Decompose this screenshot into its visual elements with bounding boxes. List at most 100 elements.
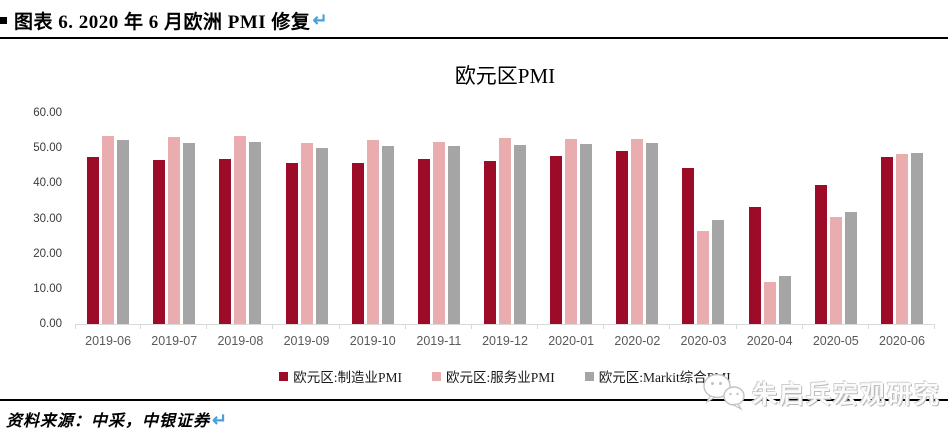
x-tick-label: 2019-09 (283, 334, 330, 348)
bar-group (141, 113, 208, 329)
list-bullet-icon (0, 16, 7, 24)
bar (234, 135, 247, 324)
y-tick-label: 40.00 (33, 177, 62, 190)
x-tick-label: 2020-02 (614, 334, 661, 348)
source-note: 资料来源：中采，中银证券 ↵ (6, 407, 228, 431)
bar-groups (75, 113, 936, 329)
bar (351, 162, 364, 324)
axis-tick (603, 324, 605, 329)
x-tick-label: 2020-01 (548, 334, 595, 348)
bar-group (737, 113, 803, 329)
axis-tick (801, 324, 803, 329)
bar-group (538, 113, 605, 329)
bar-group (670, 113, 737, 329)
bar (315, 147, 328, 324)
bar-group (340, 113, 406, 329)
legend-label: 欧元区:制造业PMI (293, 370, 402, 385)
figure-caption-text: 图表 6. 2020 年 6 月欧洲 PMI 修复 (14, 11, 311, 33)
y-tick-label: 60.00 (33, 107, 62, 119)
legend-item: 欧元区:制造业PMI (279, 366, 402, 386)
axis-tick (669, 324, 671, 329)
y-axis: 0.00 10.00 20.00 30.00 40.00 50.00 60.00 (0, 107, 66, 330)
bar (499, 138, 512, 324)
bar (778, 276, 791, 324)
bar-group (207, 113, 274, 329)
bar (117, 140, 130, 324)
bar (631, 139, 644, 324)
top-divider (0, 37, 948, 39)
bar-group (803, 113, 869, 329)
bar (432, 141, 445, 324)
bar (417, 159, 430, 324)
legend-label: 欧元区:服务业PMI (445, 370, 555, 385)
legend-marker-icon (584, 371, 594, 381)
figure-caption: 图表 6. 2020 年 6 月欧洲 PMI 修复 ↵ (0, 6, 948, 34)
bar (153, 160, 166, 324)
axis-tick (272, 324, 274, 329)
axis-tick (470, 324, 472, 329)
axis-tick (934, 324, 936, 329)
bar (514, 145, 527, 324)
bar (580, 143, 593, 324)
legend-item: 欧元区:服务业PMI (431, 366, 555, 386)
bar (484, 161, 497, 324)
y-tick-label: 20.00 (33, 247, 62, 260)
bar (285, 163, 298, 324)
source-note-text: 资料来源：中采，中银证券 (6, 413, 211, 430)
legend-marker-icon (431, 371, 441, 381)
x-tick-label: 2019-12 (482, 334, 528, 348)
return-icon: ↵ (312, 9, 329, 30)
axis-tick (867, 324, 869, 329)
y-tick-label: 0.00 (39, 318, 62, 330)
bar (550, 155, 563, 324)
y-tick-label: 30.00 (33, 212, 62, 225)
bar (763, 281, 776, 324)
bar (102, 135, 115, 324)
legend-item: 欧元区:Markit综合PMI (584, 366, 731, 386)
return-icon: ↵ (212, 410, 229, 430)
axis-tick (404, 324, 406, 329)
legend-marker-icon (279, 371, 289, 381)
x-tick-label: 2019-06 (85, 334, 132, 348)
bar (300, 142, 313, 324)
bar (183, 142, 196, 324)
bar (814, 185, 827, 324)
bar (895, 154, 908, 324)
axis-tick (206, 324, 208, 329)
bar-group (406, 113, 472, 329)
bar (748, 206, 761, 324)
bar (712, 219, 725, 324)
bar (682, 167, 695, 324)
bar (616, 150, 629, 324)
bar (366, 140, 379, 324)
bar (168, 136, 181, 324)
bar (910, 153, 923, 324)
axis-tick (338, 324, 340, 329)
bar (381, 146, 394, 324)
x-tick-label: 2019-10 (349, 334, 396, 348)
bottom-divider (0, 399, 948, 401)
bar-group (472, 113, 539, 329)
x-tick-label: 2020-06 (879, 334, 925, 348)
bar-group (604, 113, 671, 329)
bar (880, 157, 893, 324)
x-tick-label: 2020-03 (680, 334, 727, 348)
bar-group (869, 113, 936, 329)
bar-group (273, 113, 340, 329)
bar-group (75, 113, 142, 329)
axis-tick (75, 324, 76, 329)
x-tick-label: 2020-05 (812, 334, 859, 348)
chart-legend: 欧元区:制造业PMI 欧元区:服务业PMI 欧元区:Markit综合PMI (75, 366, 935, 386)
x-tick-label: 2019-07 (151, 334, 198, 348)
axis-tick (140, 324, 142, 329)
x-tick-label: 2019-08 (217, 334, 264, 348)
bar (447, 146, 460, 324)
plot-area (75, 113, 936, 329)
bar (829, 216, 842, 324)
bar (87, 156, 100, 324)
axis-tick (537, 324, 539, 329)
x-axis: 2019-06 2019-07 2019-08 2019-09 2019-10 2019-… (75, 334, 935, 348)
bar (565, 139, 578, 324)
axis-tick (735, 324, 737, 329)
